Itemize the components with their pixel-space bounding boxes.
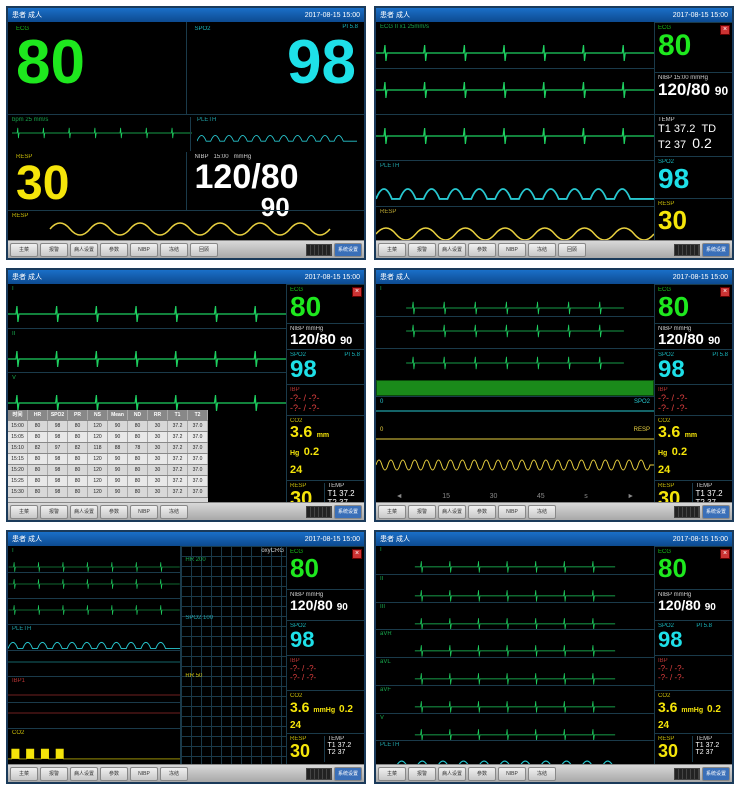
tb-item[interactable]: NIBP <box>130 243 158 257</box>
monitor-panel-7lead: 患者 成人2017-08-15 15:00 IIIIIIaVRaVLaVFVPL… <box>374 530 734 784</box>
monitor-panel-bignumbers: 患者 成人 2017-08-15 15:00 ECG 80 SPO2 98 PI… <box>6 6 366 260</box>
spo2-sub: PI 5.8 <box>342 24 358 30</box>
tb-item[interactable]: 冻结 <box>160 243 188 257</box>
battery-icon <box>306 768 332 780</box>
monitor-panel-standard: 患者 成人2017-08-15 15:00 ECG II x1 25mm/s P… <box>374 6 734 260</box>
temp-t2: T2 37 0.2 <box>658 135 729 151</box>
battery-icon <box>674 768 700 780</box>
nibp-value: 120/80 90 <box>658 81 729 98</box>
ecg-wave-strip: bpm 25 mm/s PLETH <box>8 114 364 152</box>
nibp-label: NIBP 15:00 mmHg <box>195 154 357 160</box>
taskbar: 主菜 报警 病人设置 参数 NIBP 冻结 回顾 系统设置 <box>8 240 364 258</box>
side-panel: × ECG 80 NIBP 15:00 mmHg 120/80 90 TEMP … <box>654 22 732 240</box>
monitor-panel-nibptable: 患者 成人2017-08-15 15:00 I II V 时间HRSPO2PRN… <box>6 268 366 522</box>
resp-wave-strip: RESP <box>8 210 364 240</box>
monitor-panel-trends: 患者 成人2017-08-15 15:00 I 0 SPO2 0 RESP ◄1… <box>374 268 734 522</box>
spo2-label: SPO2 <box>195 26 357 32</box>
tb-item[interactable]: 报警 <box>40 243 68 257</box>
temp-t1: T1 37.2 TD <box>658 123 729 135</box>
monitor-panel-oxycrg: 患者 成人2017-08-15 15:00 I PLETH IBP1 CO2 o… <box>6 530 366 784</box>
oxycrg-grid: oxyCRG HR 200 SPO2 100 RR 50 <box>180 546 286 764</box>
title-text: 患者 成人 <box>12 10 42 20</box>
time-axis: ◄153045s► <box>376 493 654 500</box>
title-time: 2017-08-15 15:00 <box>305 12 360 19</box>
tb-item[interactable]: 系统设置 <box>334 243 362 257</box>
spo2-value: 98 <box>658 165 729 193</box>
battery-icon <box>674 506 700 518</box>
monitor-grid: 患者 成人 2017-08-15 15:00 ECG 80 SPO2 98 PI… <box>0 0 740 790</box>
battery-icon <box>306 506 332 518</box>
tb-item[interactable]: 回顾 <box>190 243 218 257</box>
spo2-value: 98 <box>195 32 357 94</box>
nibp-history-table: 时间HRSPO2PRNSMeanNDRRT1T215:0080988012090… <box>8 410 208 502</box>
battery-icon <box>674 244 700 256</box>
trend-bar-hr <box>376 380 654 396</box>
tb-item[interactable]: 主菜 <box>10 243 38 257</box>
hr-value: 80 <box>658 31 729 61</box>
resp-value: 30 <box>658 207 729 233</box>
resp-label: RESP <box>16 154 178 160</box>
resp-value: 30 <box>16 160 178 208</box>
battery-icon <box>306 244 332 256</box>
tb-item[interactable]: 参数 <box>100 243 128 257</box>
wave-area: ECG II x1 25mm/s PLETH RESP <box>376 22 654 240</box>
nibp-value: 120/80 <box>195 160 357 194</box>
tb-item[interactable]: 病人设置 <box>70 243 98 257</box>
titlebar: 患者 成人 2017-08-15 15:00 <box>8 8 364 22</box>
hr-label: ECG <box>16 26 178 32</box>
hr-value: 80 <box>16 32 178 94</box>
